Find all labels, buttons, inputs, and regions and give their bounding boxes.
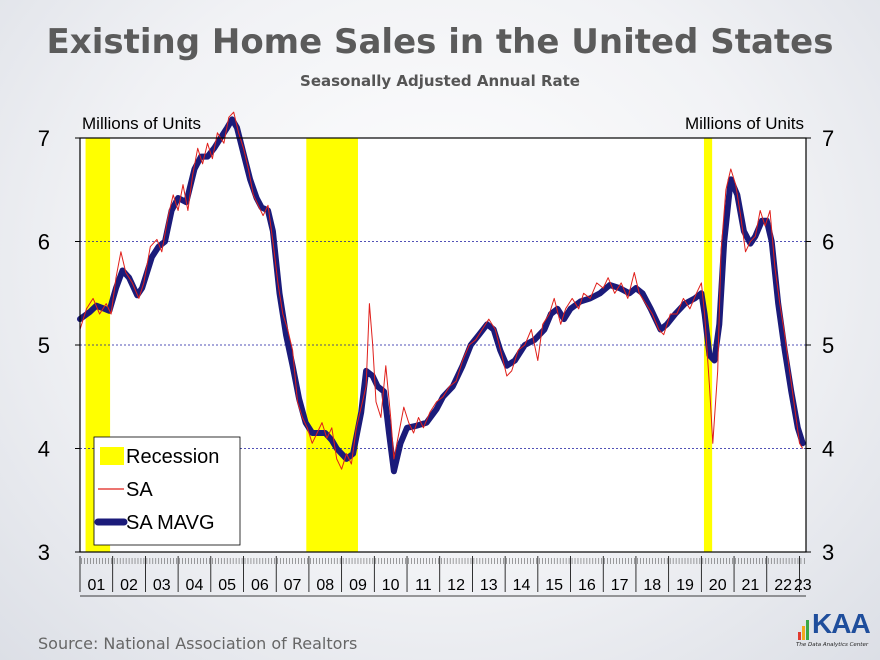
y-tick-label-right: 7 <box>822 126 834 151</box>
x-tick-label: 18 <box>643 577 661 594</box>
series-line-sa <box>79 111 804 470</box>
x-tick-label: 13 <box>480 577 498 594</box>
kaa-logo: KAA The Data Analytics Center <box>796 608 871 656</box>
x-tick-label: 10 <box>382 577 400 594</box>
y-tick-label-right: 3 <box>822 540 834 565</box>
x-tick-label: 15 <box>545 577 563 594</box>
x-tick-label: 04 <box>186 577 204 594</box>
y-tick-label-right: 4 <box>822 437 834 462</box>
x-tick-label: 21 <box>742 577 760 594</box>
x-tick-label: 20 <box>709 577 727 594</box>
y-tick-label-left: 3 <box>38 540 50 565</box>
legend-label: Recession <box>126 446 219 468</box>
axes: 3 3 4 4 5 5 6 6 7 7 01 02 03 04 05 06 07 08 09 10 11 12 13 14 15… <box>38 126 834 597</box>
x-tick-label: 22 <box>774 577 792 594</box>
x-tick-label: 12 <box>447 577 465 594</box>
x-tick-label: 08 <box>316 577 334 594</box>
legend-swatch-recession <box>100 447 124 465</box>
x-tick-label: 05 <box>218 577 236 594</box>
logo-text: KAA <box>812 608 871 639</box>
x-tick-label: 09 <box>349 577 367 594</box>
x-tick-label: 14 <box>513 577 531 594</box>
y-tick-label-left: 7 <box>38 126 50 151</box>
legend-label: SA MAVG <box>126 512 215 534</box>
x-tick-label: 23 <box>794 577 812 594</box>
y-tick-label-left: 6 <box>38 230 50 255</box>
logo-tagline: The Data Analytics Center <box>796 642 869 648</box>
x-tick-label: 01 <box>87 577 105 594</box>
chart-title: Existing Home Sales in the United States <box>46 22 834 62</box>
source-note: Source: National Association of Realtors <box>38 634 358 653</box>
legend: Recession SA SA MAVG <box>93 436 241 546</box>
y-axis-label-right: Millions of Units <box>684 114 804 133</box>
x-tick-label: 02 <box>120 577 138 594</box>
y-tick-label-right: 6 <box>822 230 834 255</box>
logo-bars-icon <box>798 618 812 640</box>
chart-subtitle: Seasonally Adjusted Annual Rate <box>300 72 580 90</box>
x-tick-label: 07 <box>284 577 302 594</box>
x-tick-label: 11 <box>415 577 432 594</box>
x-tick-label: 17 <box>611 577 629 594</box>
x-tick-label: 16 <box>578 577 596 594</box>
x-tick-label: 06 <box>251 577 269 594</box>
x-tick-label: 19 <box>676 577 694 594</box>
y-axis-label-left: Millions of Units <box>82 114 202 133</box>
legend-label: SA <box>126 479 153 501</box>
y-tick-label-left: 4 <box>38 437 50 462</box>
y-tick-label-left: 5 <box>38 333 50 358</box>
x-tick-label: 03 <box>153 577 171 594</box>
y-tick-label-right: 5 <box>822 333 834 358</box>
